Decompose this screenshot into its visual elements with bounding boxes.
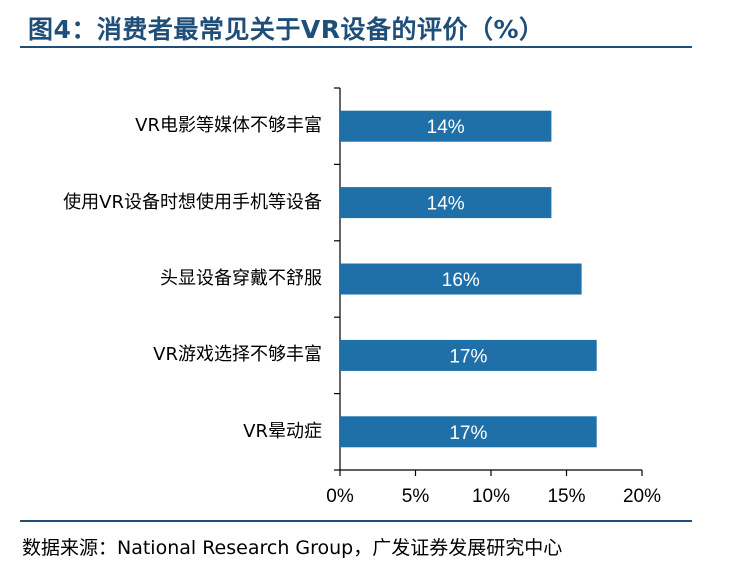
bar: [340, 110, 552, 142]
category-label: VR游戏选择不够丰富: [153, 344, 322, 366]
category-label: 使用VR设备时想使用手机等设备: [63, 191, 322, 213]
x-tick-label: 20%: [623, 486, 661, 507]
bar-value-label: 14%: [427, 194, 465, 215]
x-tick-label: 0%: [326, 486, 354, 507]
chart-title: 图4：消费者最常见关于VR设备的评价（%）: [28, 15, 545, 44]
bar-value-label: 16%: [442, 270, 480, 291]
bar-value-label: 17%: [449, 346, 487, 367]
category-label: VR晕动症: [243, 420, 322, 442]
x-tick-label: 5%: [402, 486, 430, 507]
bar: [340, 339, 597, 371]
bar: [340, 263, 582, 295]
title-divider: [20, 46, 692, 48]
bar: [340, 187, 552, 219]
source-note: 数据来源：National Research Group，广发证券发展研究中心: [22, 537, 563, 559]
bar-value-label: 17%: [449, 423, 487, 444]
category-label: 头显设备穿戴不舒服: [160, 268, 322, 289]
x-tick-label: 15%: [547, 486, 585, 507]
bar: [340, 416, 597, 448]
x-tick-label: 10%: [472, 486, 510, 507]
bar-value-label: 14%: [427, 117, 465, 138]
source-divider: [20, 520, 692, 522]
category-label: VR电影等媒体不够丰富: [135, 115, 322, 137]
